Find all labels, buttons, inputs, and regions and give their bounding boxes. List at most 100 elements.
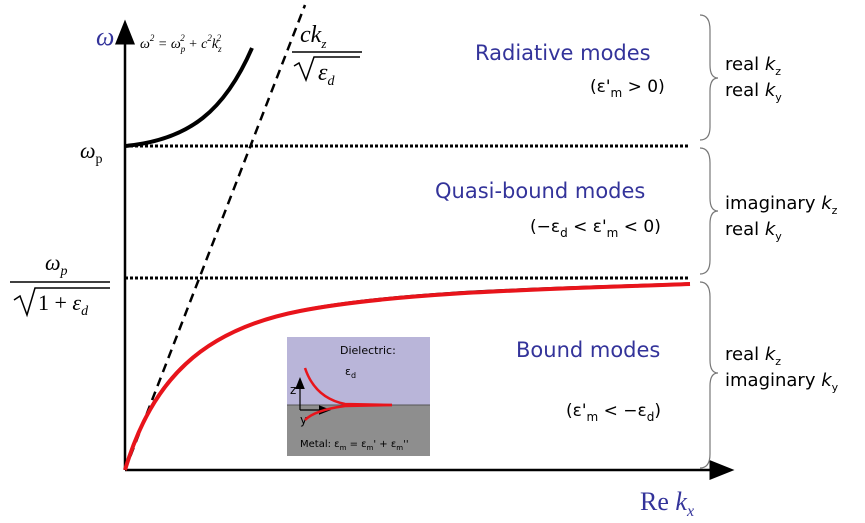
cond-part: (ε [566, 401, 582, 421]
surface-den: 1 + εd [38, 290, 89, 319]
cond-part: < −ε [598, 401, 647, 421]
inset-metal: Metal: εm = εm' + εm'' [300, 439, 409, 452]
brace [699, 14, 719, 141]
note-var: k [765, 344, 777, 365]
bulk-equation: ω2 = ωp2 + c2kz2 [140, 33, 222, 54]
surface-den-var: ε [72, 290, 81, 315]
surface-den-sub: d [81, 304, 89, 319]
note-sub: y [775, 230, 782, 243]
light-line-den: εd [318, 60, 335, 89]
cond-part: < 0) [618, 217, 661, 237]
eq-part: z [217, 44, 222, 54]
eq-part: = ω [154, 37, 180, 52]
metal-part: m [367, 444, 374, 452]
note-sub: z [832, 204, 838, 217]
cond-part: (−ε [530, 217, 560, 237]
inset-y: y [300, 413, 307, 427]
eq-part: 2 [207, 33, 212, 43]
note-prefix: imaginary [725, 370, 821, 391]
note-sub: y [775, 91, 782, 104]
omega-p-sub: p [96, 152, 103, 167]
note-sub: y [832, 381, 839, 394]
region-note: real ky [725, 80, 782, 104]
light-den-var: ε [318, 60, 328, 86]
region-title: Bound modes [516, 338, 660, 362]
note-var: k [821, 193, 833, 214]
eq-part: 2 [150, 33, 155, 43]
surface-den-text: 1 + [38, 290, 72, 315]
field-bottom [304, 403, 393, 421]
y-axis-label: ω [96, 22, 114, 51]
field-top [303, 367, 393, 407]
note-prefix: real [725, 54, 765, 75]
dielectric-region [287, 337, 430, 405]
cond-part: < ε [568, 217, 602, 237]
cond-part: (ε [590, 77, 606, 97]
spp-curve [123, 282, 691, 471]
note-sub: z [775, 65, 781, 78]
region-note: imaginary ky [725, 370, 839, 394]
note-prefix: real [725, 80, 765, 101]
metal-part: Metal: ε [300, 439, 340, 450]
note-sub: z [775, 355, 781, 368]
eq-part: 2 [217, 33, 222, 43]
inset-eps-var: ε [345, 365, 351, 378]
eq-part: + c [185, 37, 208, 52]
note-prefix: real [725, 344, 765, 365]
note-var: k [765, 219, 777, 240]
region-note: real kz [725, 344, 781, 368]
light-den-sub: d [327, 74, 335, 89]
omega-p-label: ωp [80, 138, 103, 167]
eq-part: k [212, 37, 219, 52]
metal-part: m [340, 444, 347, 452]
eq-part: ω [140, 37, 150, 52]
cond-part: ) [654, 401, 661, 421]
region-condition: (ε'm > 0) [590, 77, 665, 100]
region-title: Radiative modes [475, 41, 651, 65]
cond-part: d [647, 410, 655, 424]
x-label-prefix: Re [640, 487, 675, 516]
sqrt-sign [13, 287, 110, 318]
region-note: imaginary kz [725, 193, 838, 217]
inset-eps: εd [345, 365, 356, 380]
light-line-num: ckz [300, 22, 326, 51]
surface-num-var: ω [45, 250, 61, 275]
metal-part: '' [403, 439, 409, 450]
light-num: ck [300, 22, 322, 48]
inset: Dielectric: εd z y Metal: εm = εm' + εm'… [287, 337, 430, 456]
light-num-sub: z [320, 36, 326, 51]
cond-part: ' [582, 401, 587, 421]
cond-part: ' [606, 77, 611, 97]
brace [699, 147, 719, 275]
region-note: real kz [725, 54, 781, 78]
metal-part: ' + ε [373, 439, 396, 450]
light-line [123, 4, 307, 471]
x-label-var: k [675, 487, 687, 516]
region-title: Quasi-bound modes [435, 179, 645, 203]
note-prefix: real [725, 219, 765, 240]
note-prefix: imaginary [725, 193, 821, 214]
surface-num-sub: p [60, 264, 68, 279]
region-condition: (−εd < ε'm < 0) [530, 217, 661, 240]
region-condition: (ε'm < −εd) [566, 401, 661, 424]
cond-part: m [611, 86, 623, 100]
light-sqrt [293, 56, 360, 83]
note-var: k [821, 370, 833, 391]
cond-part: m [587, 410, 599, 424]
metal-part: = ε [346, 439, 366, 450]
metal-region [287, 405, 430, 456]
metal-part: m [396, 444, 403, 452]
eq-part: p [180, 44, 186, 54]
inset-eps-sub: d [351, 371, 356, 380]
omega-p-var: ω [80, 138, 96, 163]
cond-part: d [560, 226, 568, 240]
bulk-curve [124, 47, 254, 148]
cond-part: m [607, 226, 619, 240]
surface-num: ωp [45, 250, 68, 279]
inset-dielectric: Dielectric: [340, 344, 396, 357]
eq-part: 2 [180, 33, 185, 43]
inset-z: z [290, 383, 296, 397]
note-var: k [765, 80, 777, 101]
